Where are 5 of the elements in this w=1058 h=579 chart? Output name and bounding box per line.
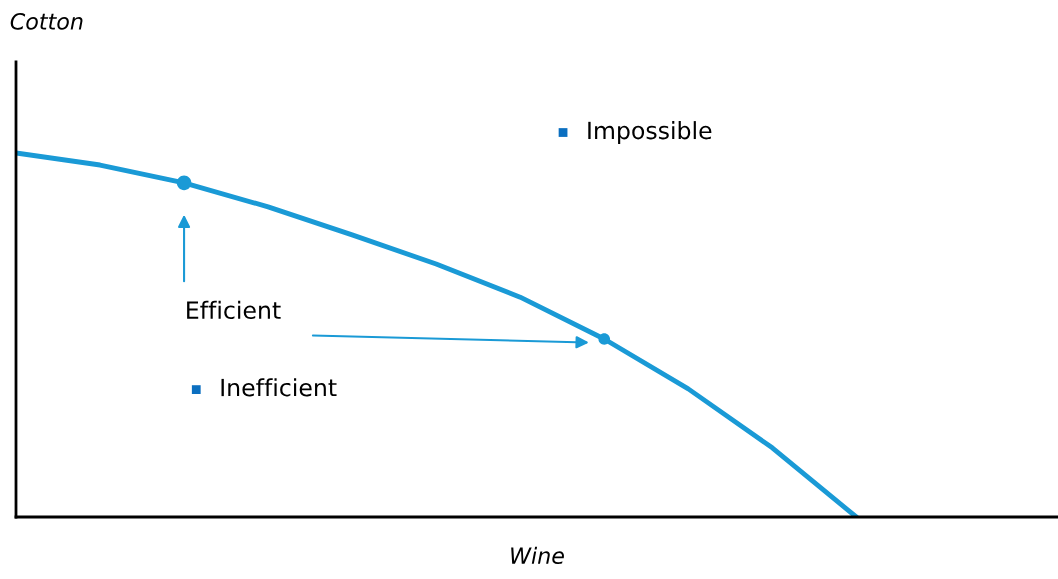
annotation: Efficient — [187, 300, 281, 320]
text: Impossible — [588, 121, 712, 144]
text: Cotton — [10, 12, 83, 30]
x-axis-title: Wine — [511, 546, 564, 565]
annotation: Inefficient — [221, 378, 337, 397]
